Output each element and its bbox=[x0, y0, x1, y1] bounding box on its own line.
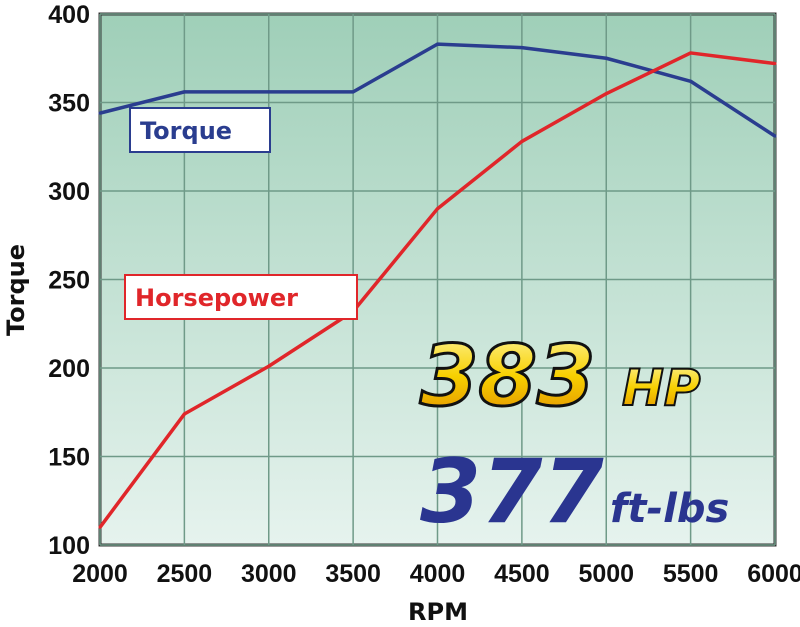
y-tick-label: 250 bbox=[48, 267, 90, 295]
y-tick-label: 350 bbox=[48, 90, 90, 118]
x-tick-label: 4000 bbox=[410, 560, 466, 588]
hp-annotation: 383 HP bbox=[419, 326, 702, 427]
legend-torque-label: Torque bbox=[140, 117, 232, 145]
y-axis-label: Torque bbox=[2, 244, 30, 336]
data-point-torque bbox=[689, 79, 693, 83]
data-point-horsepower bbox=[98, 525, 102, 529]
data-point-torque bbox=[773, 134, 777, 138]
data-point-horsepower bbox=[689, 51, 693, 55]
legend-torque: Torque bbox=[129, 107, 271, 153]
x-tick-label: 6000 bbox=[747, 560, 800, 588]
x-tick-label: 2500 bbox=[157, 560, 213, 588]
torque-annotation: 377 ft-lbs bbox=[420, 440, 729, 543]
data-point-torque bbox=[267, 90, 271, 94]
data-point-torque bbox=[520, 46, 524, 50]
y-tick-label: 300 bbox=[48, 178, 90, 206]
y-tick-label: 150 bbox=[48, 444, 90, 472]
x-axis-label: RPM bbox=[408, 598, 468, 626]
y-tick-label: 200 bbox=[48, 355, 90, 383]
torque-value: 377 bbox=[420, 440, 604, 543]
data-point-horsepower bbox=[604, 92, 608, 96]
data-point-torque bbox=[351, 90, 355, 94]
legend-horsepower: Horsepower bbox=[124, 274, 358, 320]
data-point-horsepower bbox=[436, 207, 439, 211]
y-tick-label: 100 bbox=[48, 532, 90, 560]
data-point-horsepower bbox=[520, 139, 524, 143]
y-tick-label: 400 bbox=[48, 1, 90, 29]
data-point-torque bbox=[98, 111, 102, 115]
data-point-horsepower bbox=[182, 412, 186, 416]
legend-horsepower-label: Horsepower bbox=[135, 284, 298, 312]
x-tick-label: 4500 bbox=[494, 560, 550, 588]
data-point-horsepower bbox=[773, 62, 777, 66]
x-tick-label: 2000 bbox=[72, 560, 128, 588]
torque-unit: ft-lbs bbox=[610, 486, 729, 532]
x-tick-label: 5500 bbox=[663, 560, 719, 588]
x-tick-label: 3000 bbox=[241, 560, 297, 588]
hp-unit: HP bbox=[622, 359, 701, 417]
data-point-torque bbox=[604, 56, 608, 60]
data-point-torque bbox=[182, 90, 186, 94]
x-tick-label: 5000 bbox=[578, 560, 634, 588]
data-point-torque bbox=[436, 42, 439, 46]
x-tick-label: 3500 bbox=[325, 560, 381, 588]
hp-value: 383 bbox=[420, 327, 595, 425]
data-point-horsepower bbox=[267, 364, 271, 368]
